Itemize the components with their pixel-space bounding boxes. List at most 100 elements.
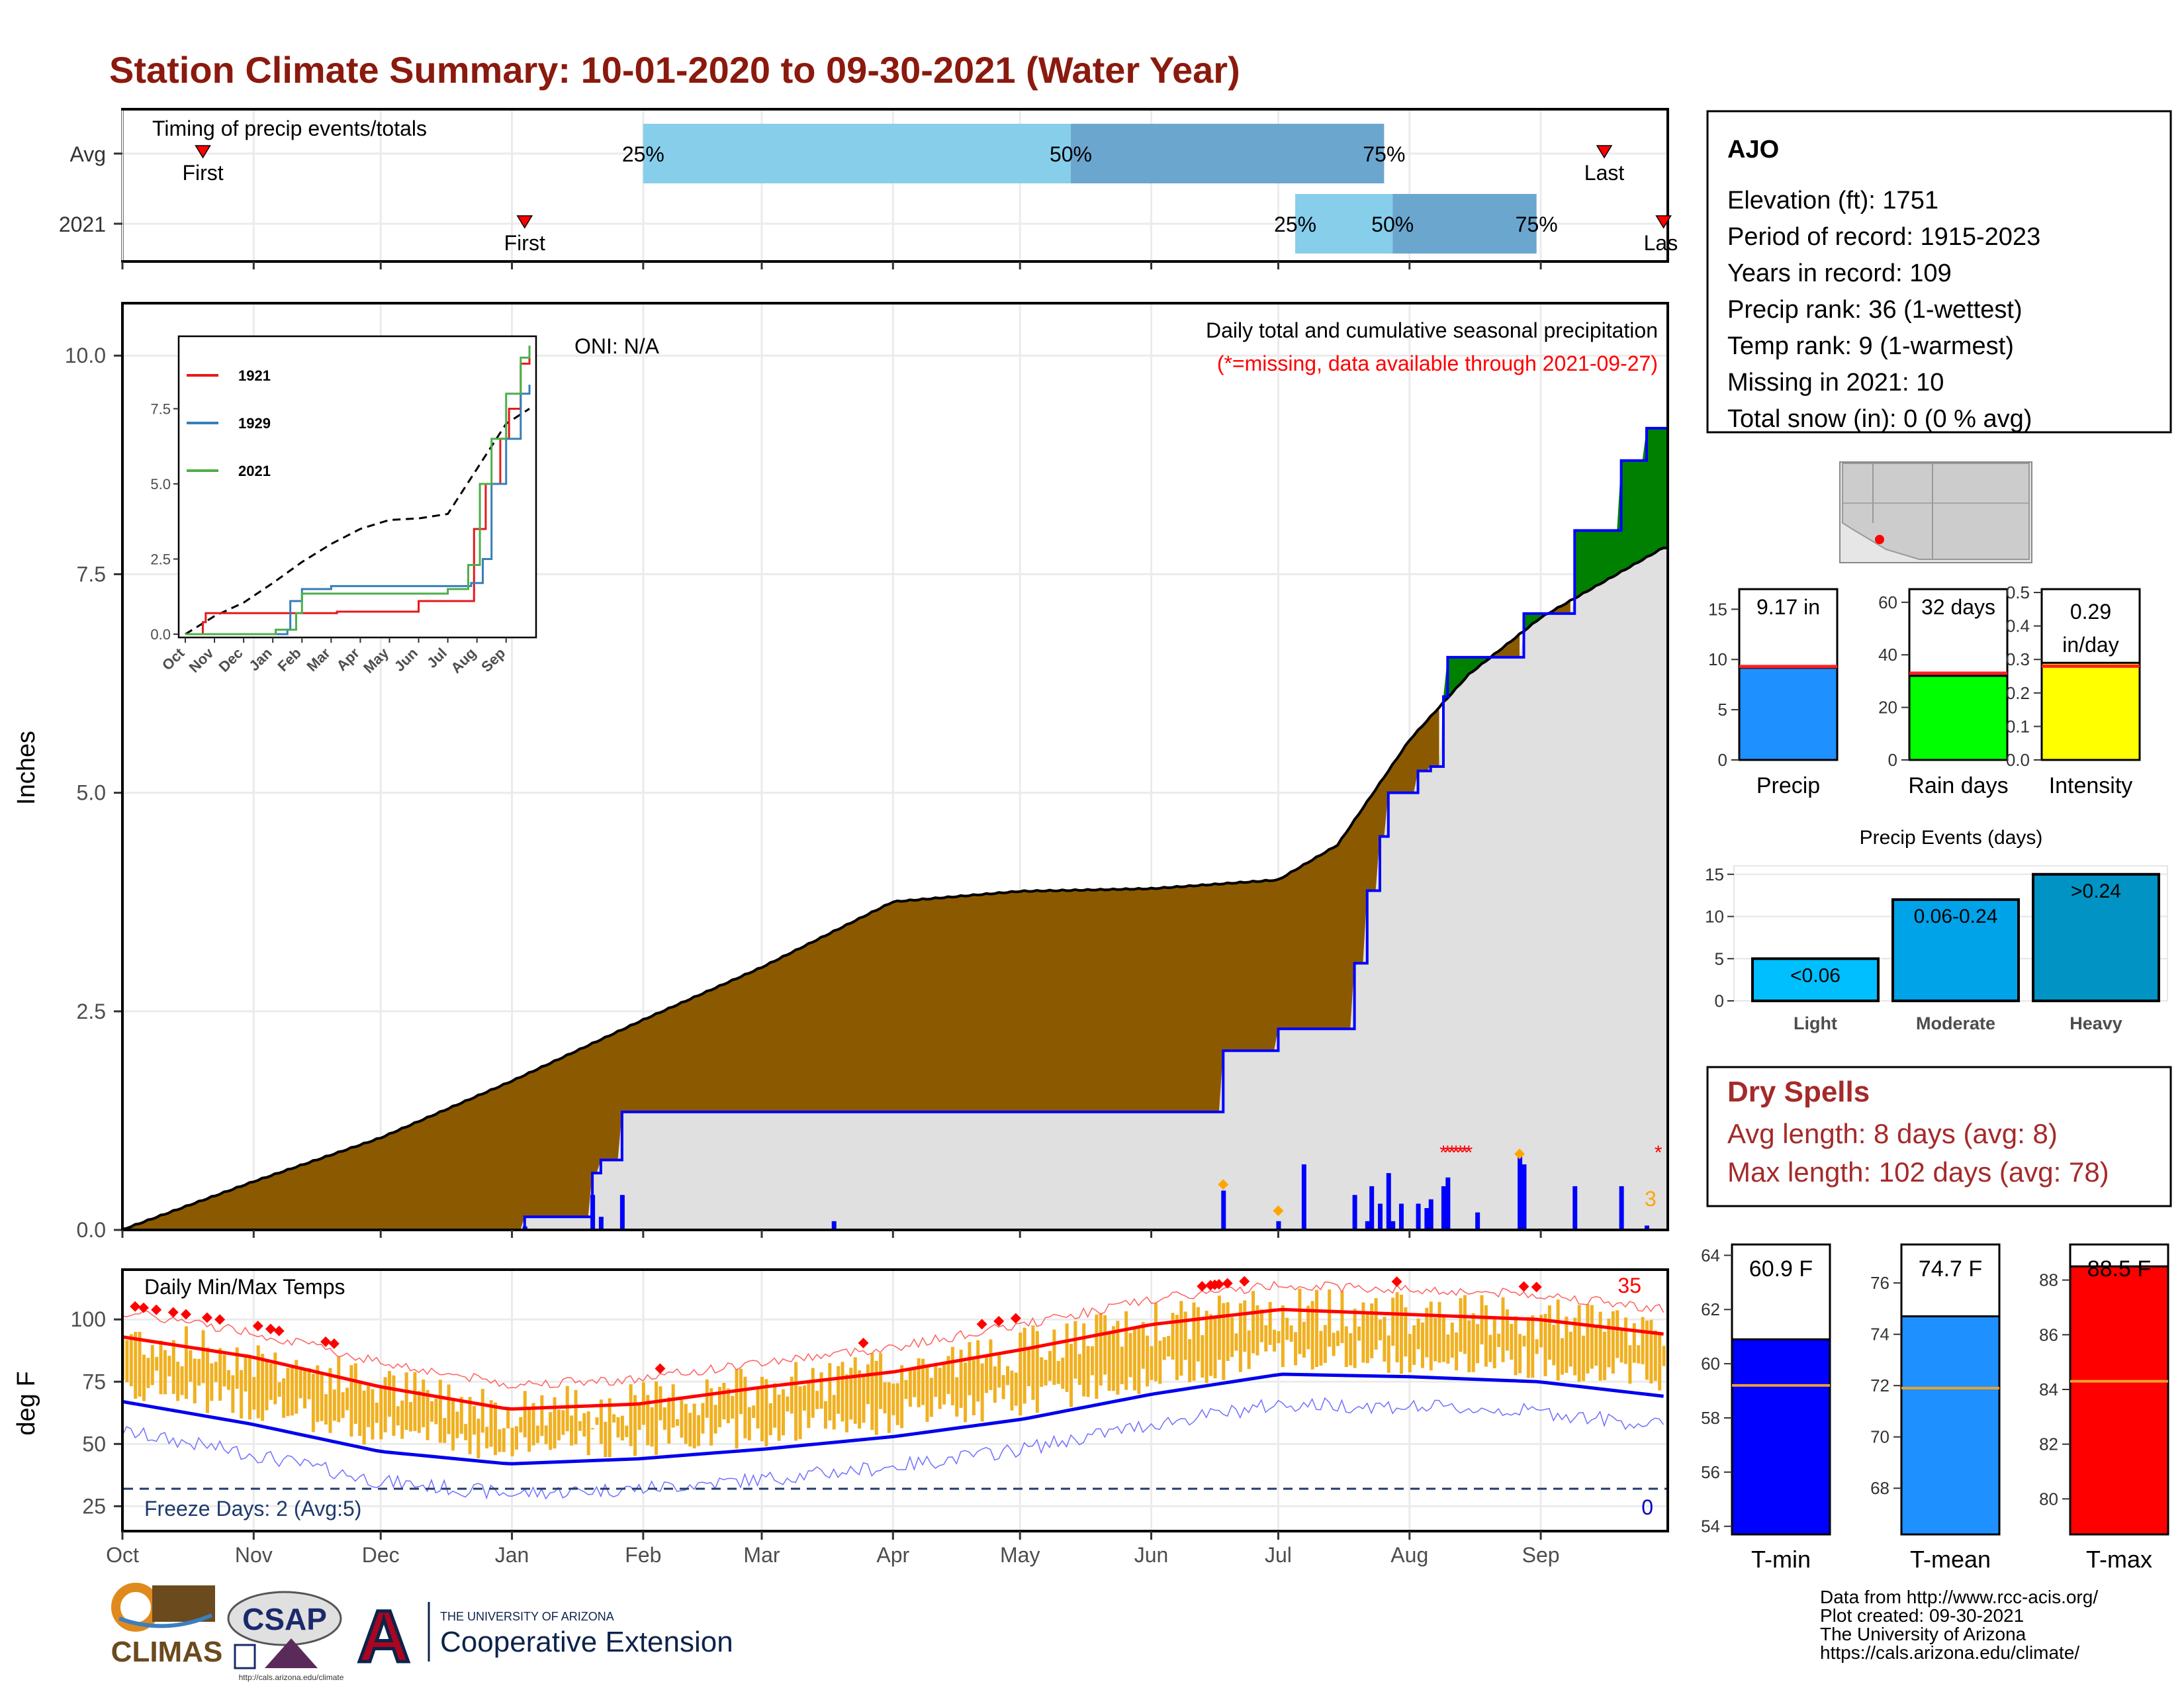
csap-mountain-icon [265,1638,318,1668]
daily-temp-bar [917,1358,921,1407]
timing-row-avg: Avg [69,142,106,166]
record-high-marker [1518,1281,1529,1292]
daily-temp-bar [662,1407,666,1430]
tmin-bar [1731,1338,1831,1536]
events-ytick-label: 5 [1715,949,1724,968]
daily-temp-bar [680,1399,684,1438]
daily-temp-bar [570,1415,574,1446]
record-high-marker [320,1336,332,1347]
heavy-event-marker [1514,1149,1525,1160]
daily-temp-bar [1425,1307,1429,1358]
temp-panel-frame [121,1268,1669,1532]
daily-temp-bar [1395,1292,1399,1363]
daily-temp-bar [1552,1325,1556,1366]
record-high-marker [265,1323,276,1335]
daily-temp-bar [332,1389,336,1421]
daily-temp-bar [688,1413,692,1447]
inset-series-2021 [185,346,531,635]
daily-temp-bar [506,1407,510,1429]
precip-total-label: Precip [1756,773,1820,798]
timing-2021-pct-label: 25% [1274,212,1316,236]
daily-temp-bar [1349,1333,1353,1366]
daily-temp-bar [290,1365,294,1416]
daily-temp-bar [574,1389,578,1444]
daily-temp-bar [142,1354,146,1401]
daily-temp-bar [1662,1346,1666,1366]
daily-temp-bar [1658,1334,1662,1391]
daily-temp-bar [938,1368,942,1409]
daily-temp-bar [565,1385,569,1432]
daily-temp-bar [1285,1317,1289,1340]
timing-label: Timing of precip events/totals [152,117,427,140]
daily-temp-bar [226,1370,230,1390]
tmin-ytick-label: 58 [1701,1408,1720,1428]
month-label: Mar [743,1543,780,1567]
daily-temp-bar [417,1391,421,1433]
timing-2021-first-marker [516,215,533,229]
climas-logo-text: CLIMAS [111,1636,223,1668]
missing-day-marker: * [1457,1142,1465,1164]
daily-temp-bar [404,1372,408,1430]
precip-missing-note: (*=missing, data available through 2021-… [1217,352,1658,375]
daily-temp-bar [383,1377,387,1432]
record-high-marker [1239,1276,1250,1287]
daily-temp-bar [273,1352,277,1405]
daily-temp-bar [921,1358,925,1405]
daily-temp-bar [1480,1295,1484,1344]
daily-temp-bar [874,1360,878,1435]
daily-temp-bar [1446,1335,1450,1364]
daily-temp-bar [180,1366,184,1395]
intensity-bar [2040,661,2141,761]
month-label: Feb [625,1543,661,1567]
daily-temp-bar [913,1369,917,1397]
daily-temp-bar [900,1365,904,1429]
daily-temp-bar [671,1384,675,1428]
daily-temp-bar [1128,1333,1132,1378]
daily-precip-bar [1276,1221,1281,1230]
intensity-label: Intensity [2049,773,2133,798]
daily-temp-bar [1069,1344,1073,1407]
timing-2021-bar-25-50 [1295,194,1393,254]
inset-bg [177,335,537,639]
tmax-value: 88.5 F [2087,1256,2151,1282]
daily-temp-bar [1535,1339,1539,1354]
events-bar-moderate [1891,898,2020,1002]
daily-temp-bar [1573,1317,1577,1376]
footer-line: https://cals.arizona.edu/climate/ [1820,1642,2079,1663]
daily-precip-bar [1619,1186,1624,1230]
daily-temp-bar [358,1382,362,1436]
daily-temp-bar [248,1356,251,1420]
daily-temp-bar [269,1363,273,1400]
daily-temp-bar [858,1370,862,1429]
missing-day-marker: * [1655,1142,1662,1164]
daily-precip-bar [1221,1190,1226,1230]
daily-temp-bar [1374,1298,1378,1350]
rain-days-bar [1908,675,2009,761]
daily-temp-bar [997,1355,1001,1388]
intensity-value: 0.29 [2070,600,2111,624]
daily-temp-bar [1230,1317,1234,1358]
tmax-ytick-label: 80 [2039,1489,2058,1509]
events-ytick-label: 15 [1705,865,1724,884]
daily-temp-bar [1243,1300,1247,1352]
month-label: Nov [235,1543,273,1567]
record-high-marker [252,1321,263,1332]
events-bar-label: 0.06-0.24 [1914,906,1998,927]
daily-temp-bar [794,1362,798,1441]
inset-ytick-label: 0.0 [150,626,171,643]
daily-temp-bar [1514,1316,1518,1376]
daily-temp-bar [277,1382,281,1397]
daily-precip-bar [1398,1203,1404,1230]
daily-temp-bar [400,1400,404,1439]
missing-day-marker: * [1448,1142,1456,1164]
timing-avg-pct-label: 50% [1050,142,1092,166]
daily-temp-bar [426,1389,430,1440]
daily-temp-bar [1501,1297,1505,1362]
daily-temp-bar [701,1403,705,1434]
daily-temp-bar [167,1356,171,1377]
daily-temp-bar [1569,1331,1572,1367]
daily-temp-bar [743,1376,747,1438]
inset-legend-label: 1921 [238,367,271,384]
timing-avg-last-label: Last [1584,161,1625,185]
daily-temp-bar [1107,1332,1111,1391]
